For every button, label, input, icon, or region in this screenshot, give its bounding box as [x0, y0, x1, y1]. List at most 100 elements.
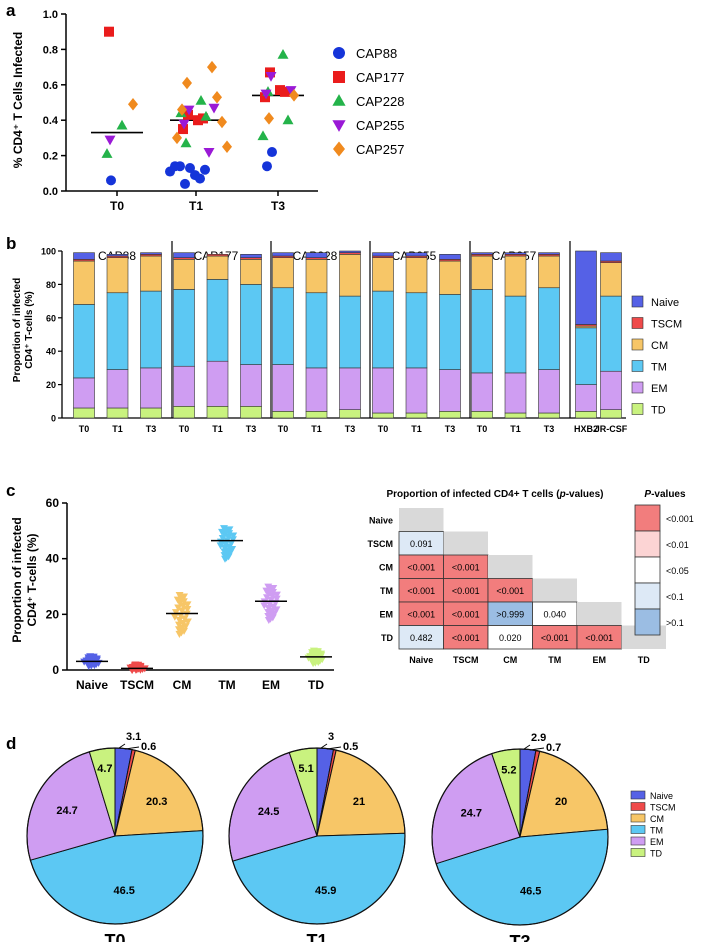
panel-c-point-em	[264, 583, 273, 591]
panel-b-xtick-label: T3	[146, 424, 157, 434]
panel-b-bar-segment-naive	[538, 252, 560, 255]
panel-b-xtick-label: T3	[445, 424, 456, 434]
panel-a-point-cap255	[104, 135, 116, 146]
panel-b-bar-segment-cm	[405, 257, 428, 294]
panel-c-point-em	[272, 591, 281, 599]
panel-a-point-cap88	[180, 178, 190, 189]
pvalue-cell-text: 0.020	[499, 633, 522, 643]
pie-value-label-naive: 3	[328, 731, 334, 743]
panel-c-point-cm	[174, 621, 183, 629]
panel-c-point-tm	[220, 525, 228, 533]
pvalue-legend-label: <0.001	[666, 514, 694, 524]
pvalue-cell-diagonal	[399, 508, 444, 532]
panel-b-bar-segment-cm	[504, 255, 527, 297]
panel-c-point-tm	[224, 533, 233, 541]
panel-b-legend-label: TD	[651, 405, 666, 417]
panel-b-bar-segment-td	[405, 412, 428, 419]
panel-b-bar-segment-td	[471, 411, 493, 419]
pie-value-label-td: 5.1	[298, 763, 313, 775]
panel-b-xtick-label: T0	[378, 424, 389, 434]
panel-a-point-cap228	[195, 94, 207, 105]
panel-b-bar-segment-tm	[538, 287, 560, 370]
panel-b-bar-segment-cm	[372, 257, 394, 292]
panel-c-xtick-label: EM	[262, 678, 280, 692]
panel-b-bar-segment-em	[471, 372, 493, 412]
panel-b-bar-segment-cm	[471, 255, 493, 290]
panel-b-bar-segment-naive	[471, 252, 493, 255]
panel-a-legend-label: CAP257	[356, 142, 404, 157]
panel-c-ylabel-line2: CD4⁺ T-cells (%)	[25, 533, 39, 626]
panel-c-point-tm	[220, 544, 229, 552]
panel-c-xtick-label: TD	[308, 678, 324, 692]
panel-b-legend-swatch-tscm	[631, 317, 644, 329]
panel-b-bar-segment-em	[73, 377, 95, 409]
panel-b-legend-swatch-em	[631, 381, 644, 394]
panel-a-point-cap255	[265, 71, 277, 82]
panel-b-ylabel-line2: CD4⁺ T-cells (%)	[24, 291, 35, 369]
panel-b-bar-segment-em	[372, 367, 394, 414]
panel-b-bar-segment-naive	[106, 254, 129, 257]
pie-legend-label: TD	[650, 849, 662, 859]
panel-c-point-em	[260, 602, 269, 610]
panel-a-point-cap88	[165, 166, 175, 177]
panel-b-bar-segment-td	[439, 411, 461, 419]
panel-b-bar-segment-cm	[140, 255, 162, 292]
panel-b-bar-segment-em	[240, 364, 262, 407]
panel-b-bar-segment-td	[504, 412, 527, 419]
pvalue-row-label: TM	[380, 586, 393, 596]
pvalue-cell-diagonal	[443, 531, 488, 555]
panel-b-bar-segment-em	[575, 384, 597, 412]
panel-b-legend-swatch-td	[631, 403, 644, 415]
panel-a-legend-label: CAP177	[356, 70, 404, 85]
panel-b-bar-segment-em	[206, 360, 229, 407]
panel-a-ytick-label: 0.4	[43, 115, 59, 127]
panel-a-point-cap177	[178, 124, 188, 135]
panel-c-point-cm	[175, 616, 184, 624]
panel-a-ytick-label: 0.6	[43, 80, 58, 92]
panel-b-bar-segment-td	[73, 407, 95, 419]
panel-b-xtick-label: T3	[345, 424, 356, 434]
panel-b-bar-segment-tm	[504, 295, 527, 374]
pie-legend-label: Naive	[650, 791, 673, 801]
pie-legend-swatch-em	[630, 836, 646, 846]
pie-outline	[431, 748, 609, 926]
panel-c-ylabel-line1: Proportion of infected	[10, 517, 24, 642]
panel-c-point-em	[272, 595, 281, 603]
panel-c-point-cm	[183, 601, 192, 609]
pvalue-col-label: TM	[548, 655, 561, 665]
panel-b-ylabel-line1: Proportion of infected	[12, 278, 23, 382]
panel-a-point-cap257	[222, 140, 232, 153]
pvalue-legend-swatch	[634, 608, 661, 636]
panel-b-bar-segment-em	[600, 370, 622, 410]
pvalue-cell-text: 0.040	[543, 609, 566, 619]
panel-a-point-cap255	[203, 148, 215, 158]
panel-b-bar-segment-td	[538, 412, 560, 419]
pie-label-leader	[320, 743, 328, 749]
panel-b-bar-segment-cm	[240, 259, 262, 285]
panel-b-bar-segment-em	[504, 372, 527, 414]
pie-legend-label: TM	[650, 826, 663, 836]
pvalue-col-label: TSCM	[453, 655, 479, 665]
pvalue-cell-text: 0.482	[410, 633, 433, 643]
panel-a-point-cap88	[200, 164, 210, 175]
panel-a-point-cap177	[280, 86, 290, 97]
panel-a-legend-marker-cap177	[333, 71, 345, 83]
panel-a-point-cap88	[185, 162, 195, 173]
pvalue-cell-text: <0.001	[541, 633, 569, 643]
pvalue-legend-label: <0.05	[666, 566, 689, 576]
panel-b-ytick-label: 40	[46, 347, 56, 357]
pie-label-leader	[523, 744, 531, 750]
panel-b-xtick-label: HXB2	[574, 424, 598, 434]
panel-b-bar-segment-tm	[305, 292, 328, 369]
pvalue-cell-text: <0.001	[407, 562, 435, 572]
pie-value-label-tm: 46.5	[520, 885, 541, 897]
panel-a-ylabel: % CD4⁺ T Cells Infected	[11, 32, 25, 168]
pie-value-label-cm: 20	[555, 796, 567, 808]
pvalue-cell-text: <0.001	[407, 586, 435, 596]
pvalue-legend-label: <0.01	[666, 540, 689, 550]
panel-a-xtick-label: T1	[189, 199, 203, 213]
panel-a-point-cap228	[200, 110, 212, 121]
pvalue-cell-text: <0.001	[585, 633, 613, 643]
panel-b-bar-segment-naive	[439, 254, 461, 260]
panel-b-bar-segment-cm	[339, 254, 361, 297]
